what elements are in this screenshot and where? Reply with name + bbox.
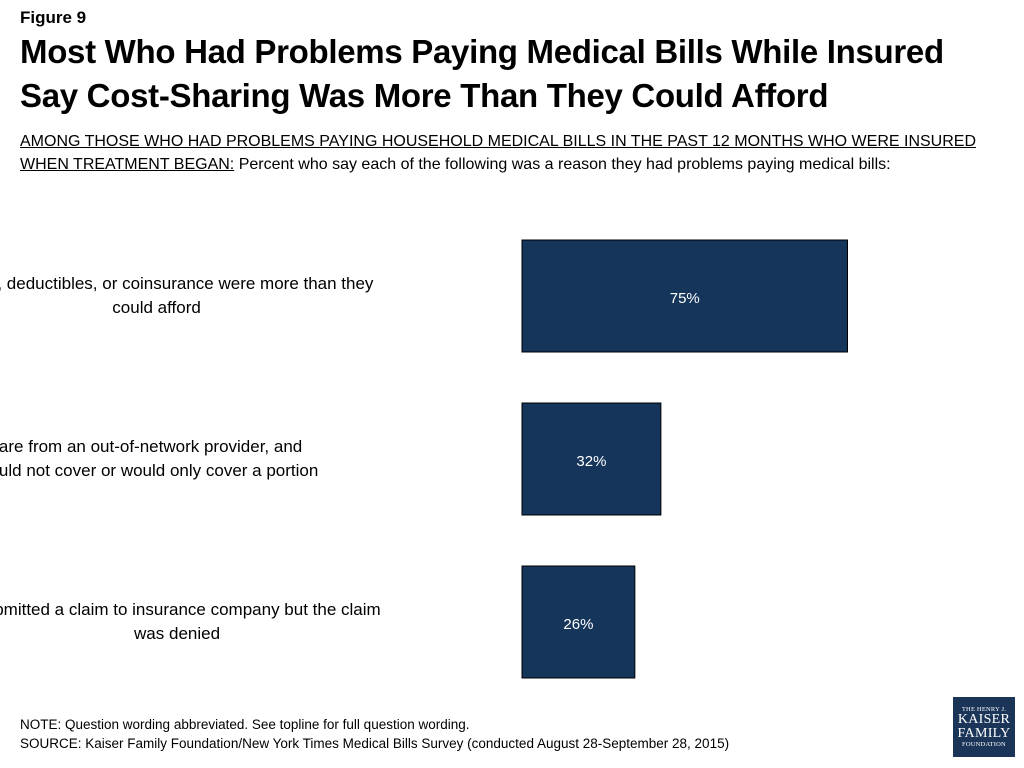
chart-title: Most Who Had Problems Paying Medical Bil… <box>20 33 944 114</box>
bar-2 <box>521 402 662 516</box>
subtitle-lead: AMONG THOSE WHO HAD PROBLEMS PAYING HOUS… <box>20 133 977 173</box>
subtitle-text: Percent who say each of the following wa… <box>234 156 891 173</box>
bar-2-data-label: 32% <box>576 453 606 470</box>
bar-3 <box>521 565 636 679</box>
logo-line-2: KAISER <box>957 712 1011 727</box>
category-label-2: Received care from an out-of-network pro… <box>0 437 318 480</box>
category-label-1: Copays, deductibles, or coinsurance were… <box>0 274 374 317</box>
bar-3-data-label: 26% <box>563 616 593 633</box>
source-text: SOURCE: Kaiser Family Foundation/New Yor… <box>20 736 730 751</box>
bar-chart: 75% Copays, deductibles, or coinsurance w… <box>0 239 848 679</box>
footnotes: NOTE: Question wording abbreviated. See … <box>20 715 920 753</box>
kff-logo: THE HENRY J. KAISER FAMILY FOUNDATION <box>953 697 1015 757</box>
figure-label: Figure 9 <box>20 8 87 27</box>
logo-line-1: THE HENRY J. <box>961 706 1007 713</box>
logo-line-4: FOUNDATION <box>962 741 1006 748</box>
category-label-3: Submitted a claim to insurance company b… <box>0 600 381 643</box>
chart-subtitle: AMONG THOSE WHO HAD PROBLEMS PAYING HOUS… <box>20 130 1005 176</box>
logo-line-3: FAMILY <box>957 726 1011 741</box>
bar-1-data-label: 75% <box>670 290 700 307</box>
bar-1 <box>521 239 848 353</box>
note-text: NOTE: Question wording abbreviated. See … <box>20 717 470 732</box>
